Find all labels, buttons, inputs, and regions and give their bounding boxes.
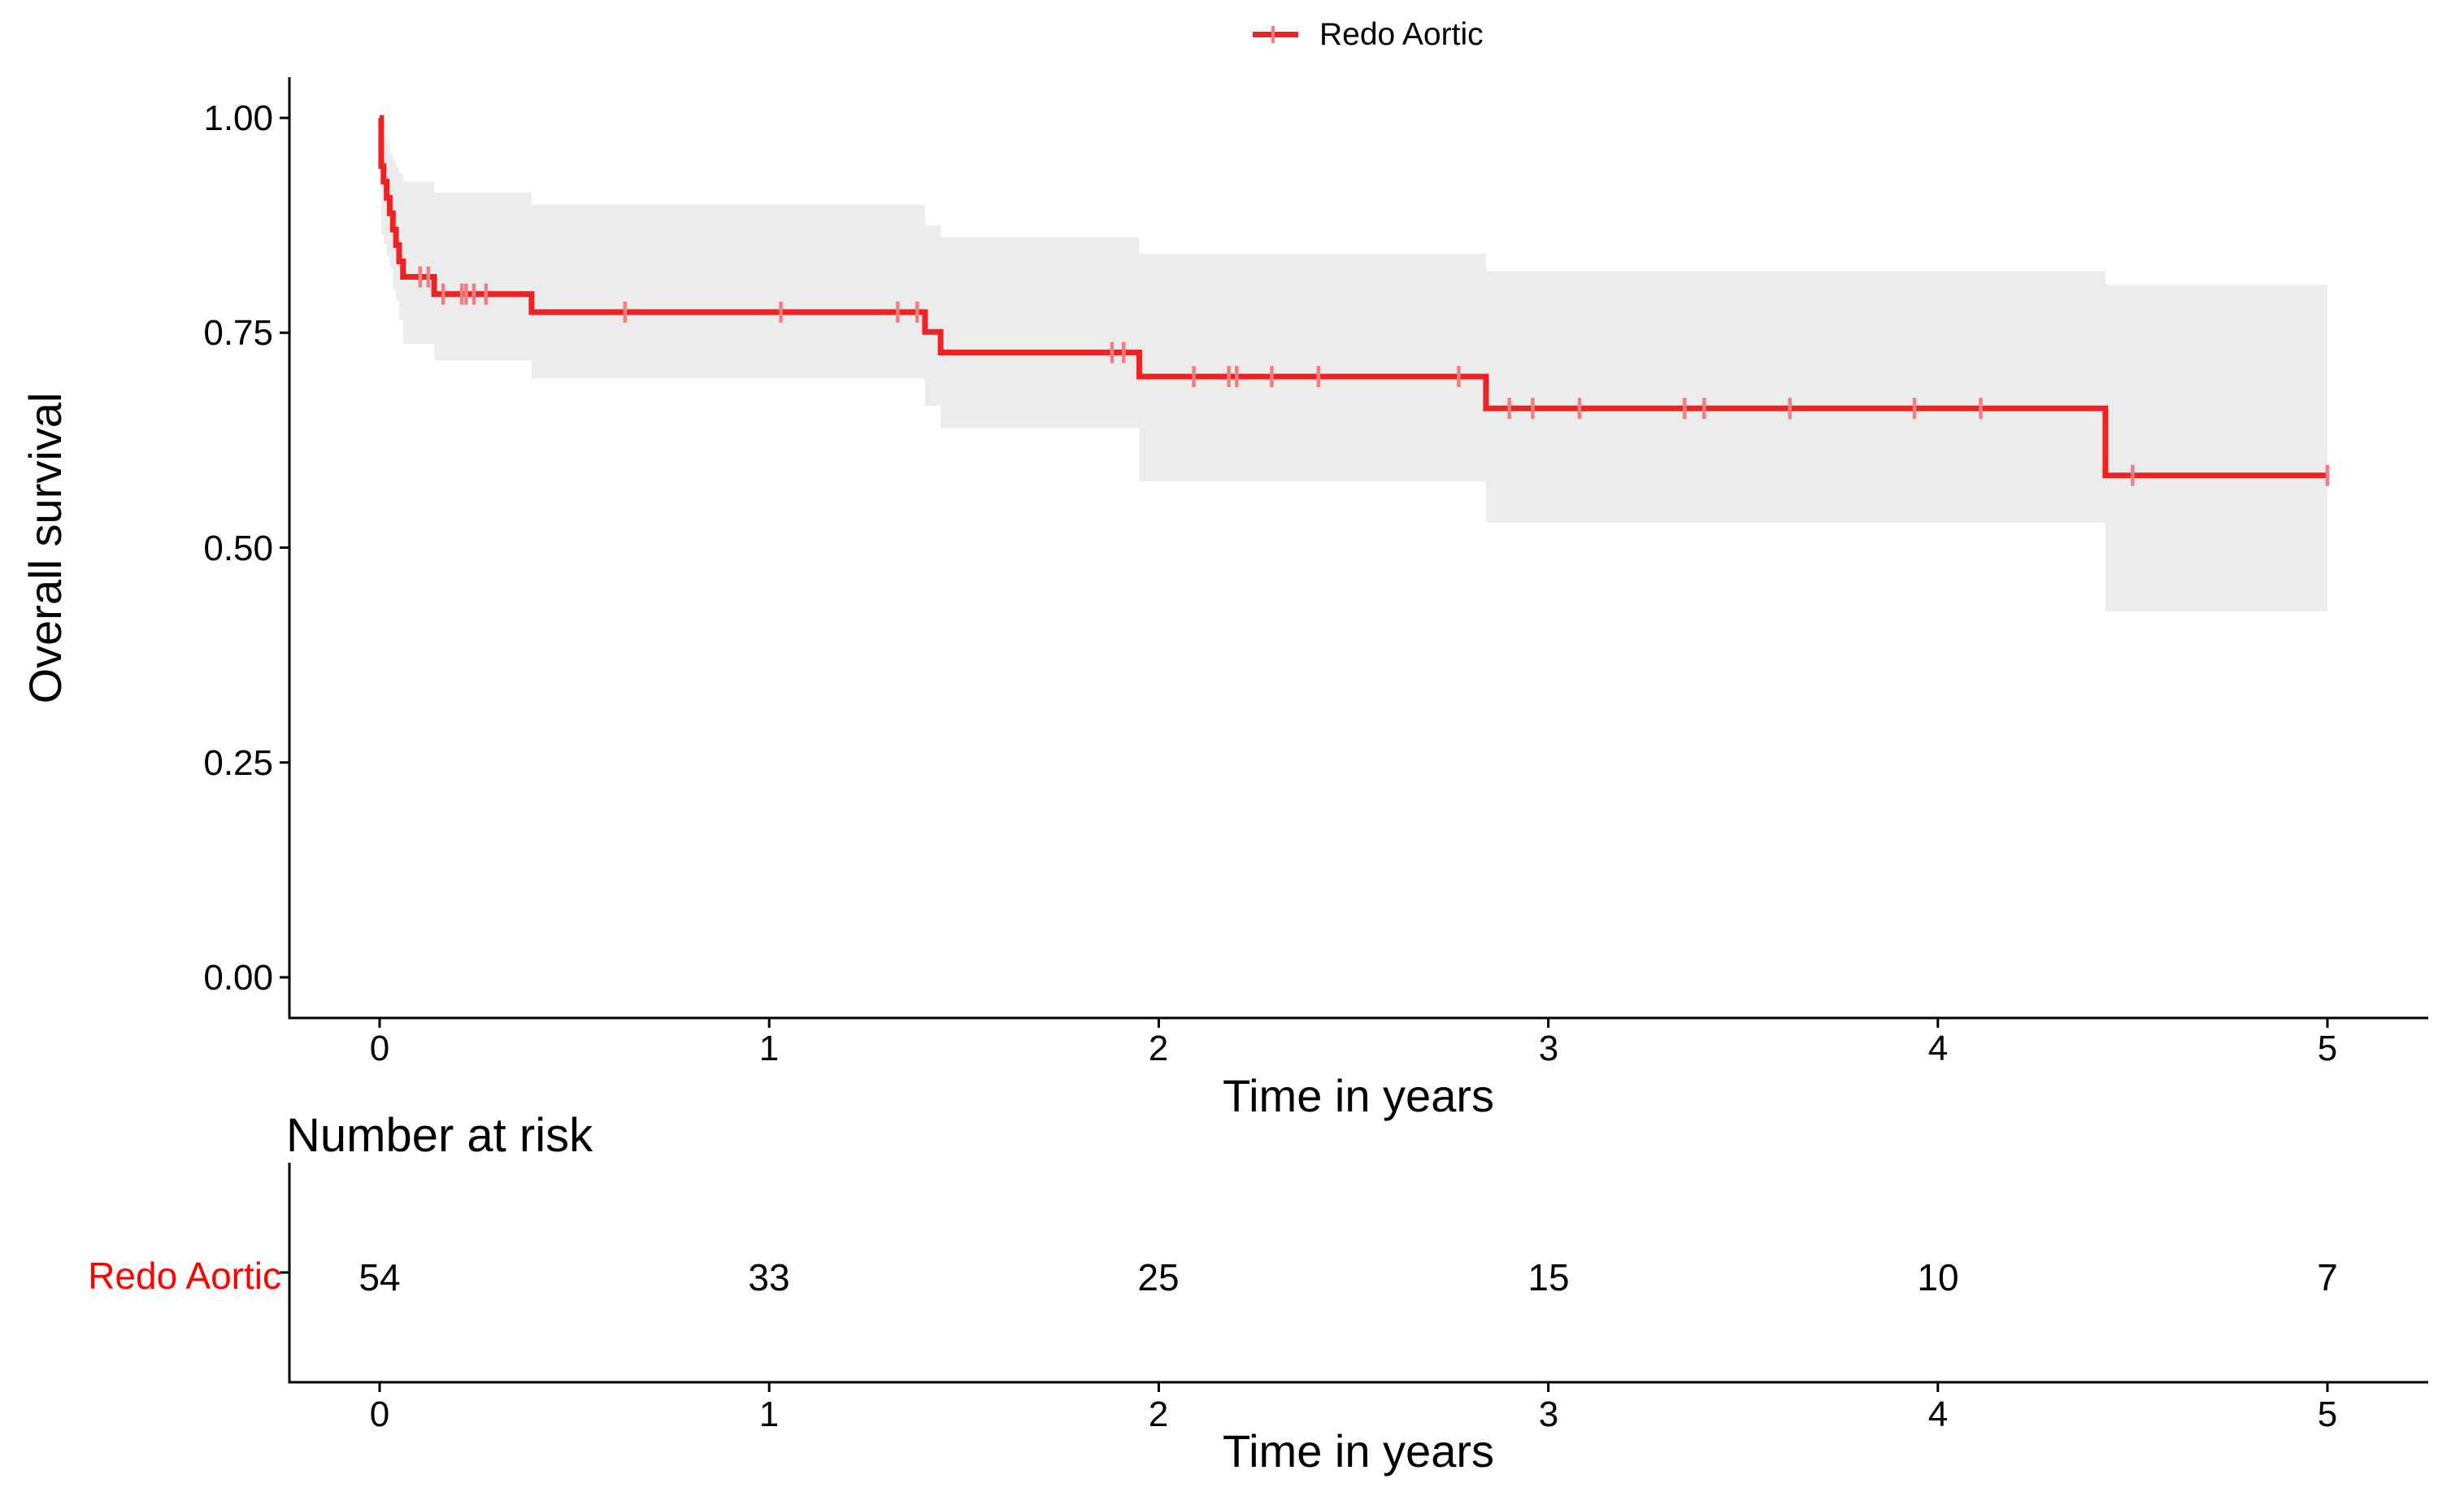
risk-count: 10 [1917, 1256, 1959, 1298]
y-tick-label: 0.75 [203, 313, 273, 353]
x-tick-label: 0 [369, 1029, 390, 1068]
y-tick-label: 0.25 [203, 743, 273, 783]
legend-line-sample [1253, 32, 1298, 37]
risk-x-tick-label: 3 [1538, 1394, 1559, 1434]
legend-censor-cross-icon [1271, 26, 1275, 43]
x-axis-title: Time in years [1222, 1070, 1494, 1121]
risk-x-axis-title: Time in years [1222, 1425, 1494, 1477]
y-axis-title: Overall survival [20, 392, 71, 704]
risk-count: 54 [359, 1256, 401, 1298]
risk-x-tick-label: 5 [2317, 1394, 2338, 1434]
risk-table-title: Number at risk [286, 1109, 593, 1162]
risk-x-tick-label: 0 [369, 1394, 390, 1434]
risk-x-tick-label: 4 [1927, 1394, 1949, 1434]
survival-curve [378, 115, 2327, 479]
legend-label: Redo Aortic [1319, 17, 1484, 52]
risk-x-tick-label: 2 [1148, 1394, 1169, 1434]
x-tick-label: 5 [2317, 1029, 2338, 1068]
risk-x-tick-label: 1 [758, 1394, 780, 1434]
confidence-band [380, 126, 2328, 611]
y-tick-label: 0.00 [203, 958, 273, 998]
risk-count: 15 [1528, 1256, 1570, 1298]
x-tick-label: 2 [1148, 1029, 1169, 1068]
risk-table-row-label: Redo Aortic [88, 1255, 281, 1297]
y-tick-label: 0.50 [203, 529, 273, 568]
x-tick-label: 3 [1538, 1029, 1559, 1068]
risk-count: 7 [2317, 1256, 2338, 1298]
risk-count: 25 [1137, 1256, 1180, 1298]
x-tick-label: 1 [758, 1029, 780, 1068]
risk-count: 33 [748, 1256, 790, 1298]
y-tick-label: 1.00 [203, 98, 273, 138]
x-tick-label: 4 [1927, 1029, 1949, 1068]
